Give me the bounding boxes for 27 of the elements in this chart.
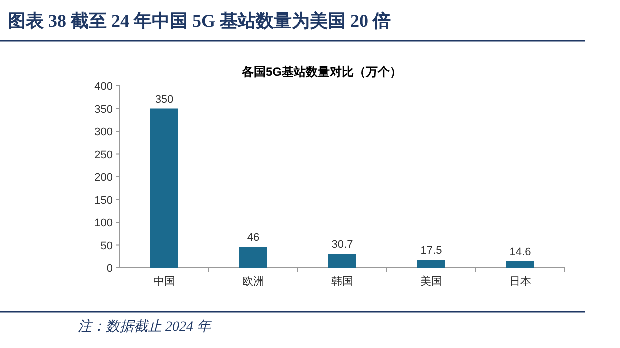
- chart-title: 图表 38 截至 24 年中国 5G 基站数量为美国 20 倍: [8, 11, 392, 31]
- data-label: 30.7: [332, 239, 354, 252]
- x-tick-label: 欧洲: [242, 275, 264, 288]
- x-tick-label: 中国: [154, 275, 176, 288]
- data-label: 350: [155, 94, 174, 106]
- y-tick-label: 350: [94, 104, 113, 116]
- y-tick-label: 300: [94, 126, 113, 138]
- x-tick-label: 日本: [510, 275, 532, 288]
- bar: [418, 260, 446, 268]
- text: 注：数据截止 2024 年: [78, 319, 212, 335]
- y-tick-label: 400: [94, 81, 113, 93]
- data-label: 17.5: [420, 245, 442, 258]
- y-tick-label: 0: [106, 263, 113, 275]
- bar: [506, 261, 534, 268]
- x-tick-label: 美国: [420, 275, 442, 288]
- y-tick-label: 250: [94, 149, 113, 162]
- bar: [328, 254, 356, 268]
- y-tick-label: 200: [94, 172, 113, 184]
- y-tick-label: 100: [94, 218, 113, 230]
- y-tick-label: 150: [94, 194, 113, 207]
- bar: [240, 247, 268, 268]
- x-tick-label: 韩国: [332, 275, 354, 288]
- y-tick-label: 50: [100, 240, 113, 252]
- data-label: 46: [247, 232, 260, 244]
- chart-subtitle: 各国5G基站数量对比（万个）: [240, 65, 402, 79]
- bar: [150, 108, 178, 268]
- data-label: 14.6: [510, 246, 532, 258]
